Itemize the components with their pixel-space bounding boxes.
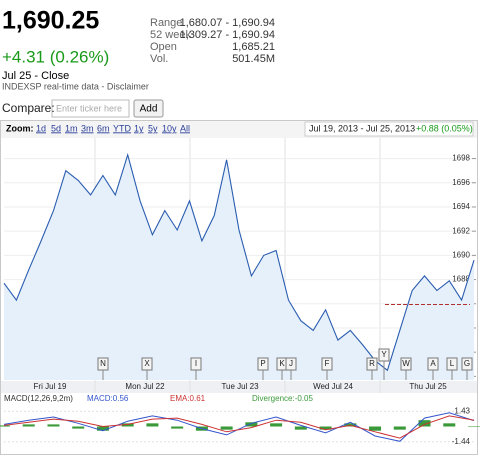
divergence-bar xyxy=(443,423,456,427)
flag-label[interactable]: W xyxy=(402,359,410,368)
y-tick-label: 1690 xyxy=(452,250,470,259)
stat-label: 52 week xyxy=(150,29,191,41)
zoom-option[interactable]: 10y xyxy=(162,123,177,133)
news-flag[interactable] xyxy=(461,357,473,371)
stat-label: Range xyxy=(150,17,182,29)
flag-label[interactable]: X xyxy=(144,359,150,368)
range-box xyxy=(304,121,474,137)
flag-label[interactable]: J xyxy=(289,359,293,368)
stat-label: Vol. xyxy=(150,53,168,65)
flag-label[interactable]: Y xyxy=(381,350,387,359)
stat-value: 1,685.21 xyxy=(232,41,275,53)
macd-legend: MACD:0.56 xyxy=(87,394,129,403)
news-flag[interactable] xyxy=(321,357,333,371)
macd-tick-label: 1.43 xyxy=(454,407,470,416)
zoom-option[interactable]: YTD xyxy=(113,123,132,133)
ticker-input[interactable] xyxy=(51,99,130,118)
y-tick-label: 1696 xyxy=(452,178,470,187)
zoom-option[interactable]: 1y xyxy=(134,123,144,133)
flag-label[interactable]: P xyxy=(260,359,265,368)
divergence-bar xyxy=(393,426,406,430)
ema-legend: EMA:0.61 xyxy=(170,394,206,403)
divergence-bar xyxy=(121,423,134,427)
news-flag[interactable] xyxy=(400,357,412,371)
divergence-bar xyxy=(270,423,283,427)
close-date: Jul 25 - Close xyxy=(2,70,69,82)
flag-label[interactable]: F xyxy=(325,359,330,368)
zoom-option[interactable]: 3m xyxy=(81,123,94,133)
stat-value: 1,309.27 - 1,690.94 xyxy=(180,29,275,41)
add-button[interactable] xyxy=(133,99,164,118)
y-tick-label: 1688 xyxy=(452,275,470,284)
ticker-placeholder: Enter ticker here xyxy=(56,103,122,113)
y-tick-label: 1698 xyxy=(452,154,470,163)
divergence-bar xyxy=(96,426,109,431)
zoom-option[interactable]: 5d xyxy=(51,123,61,133)
divergence-bar xyxy=(319,426,332,430)
news-flag[interactable] xyxy=(97,357,109,371)
price-change: +4.31 (0.26%) xyxy=(2,47,109,66)
macd-indicator: MACD(12,26,9,2m) xyxy=(4,394,73,403)
divergence-bar xyxy=(0,425,10,427)
news-flag[interactable] xyxy=(446,357,458,371)
divergence-bar xyxy=(47,424,60,427)
flag-label[interactable]: K xyxy=(279,359,285,368)
flag-label[interactable]: N xyxy=(100,359,106,368)
x-day-label: Fri Jul 19 xyxy=(34,382,67,391)
price: 1,690.25 xyxy=(2,7,99,35)
x-day-label: Mon Jul 22 xyxy=(125,382,165,391)
divergence-bar xyxy=(294,426,307,430)
news-flag[interactable] xyxy=(285,357,297,371)
day-axis-bg xyxy=(1,381,477,393)
divergence-bar xyxy=(418,420,431,427)
divergence-bar xyxy=(468,426,480,428)
flag-label[interactable]: R xyxy=(369,359,375,368)
stat-value: 1,680.07 - 1,690.94 xyxy=(180,17,275,29)
divergence-bar xyxy=(369,426,382,431)
zoom-option[interactable]: 5y xyxy=(148,123,158,133)
price-line xyxy=(3,152,475,372)
flag-label[interactable]: G xyxy=(464,359,470,368)
news-flag[interactable] xyxy=(378,348,390,362)
news-flag[interactable] xyxy=(190,357,202,371)
x-day-label: Tue Jul 23 xyxy=(221,382,259,391)
divergence-bar xyxy=(245,422,258,427)
add-label: Add xyxy=(140,104,158,115)
divergence-bar xyxy=(146,423,159,427)
range-change: +0.88 (0.05%) xyxy=(416,123,473,133)
compare-label: Compare: xyxy=(2,101,55,115)
divergence-bar xyxy=(22,424,35,427)
zoom-option[interactable]: 6m xyxy=(97,123,110,133)
news-flag[interactable] xyxy=(141,357,153,371)
x-day-label: Wed Jul 24 xyxy=(313,382,353,391)
divergence-bar xyxy=(171,426,184,429)
divergence-bar xyxy=(220,426,233,430)
flag-label[interactable]: A xyxy=(430,359,436,368)
stat-label: Open xyxy=(150,41,177,53)
y-tick-label: 1692 xyxy=(452,226,470,235)
macd-tick-label: -1.44 xyxy=(452,437,471,446)
zoom-label: Zoom: xyxy=(6,123,34,133)
macd-series-line xyxy=(3,415,475,439)
x-day-label: Thu Jul 25 xyxy=(409,382,447,391)
date-range: Jul 19, 2013 - Jul 25, 2013 xyxy=(309,123,415,133)
news-flag[interactable] xyxy=(366,357,378,371)
zoom-option[interactable]: 1d xyxy=(36,123,46,133)
news-flag[interactable] xyxy=(427,357,439,371)
flag-label[interactable]: L xyxy=(450,359,455,368)
flag-label[interactable]: I xyxy=(195,359,197,368)
zoom-option[interactable]: All xyxy=(180,123,190,133)
stat-value: 501.45M xyxy=(232,53,275,65)
divergence-legend: Divergence:-0.05 xyxy=(252,394,313,403)
y-tick-label: 1694 xyxy=(452,202,470,211)
divergence-bar xyxy=(72,426,85,429)
zoom-option[interactable]: 1m xyxy=(65,123,78,133)
price-area xyxy=(4,154,474,380)
macd-series-line xyxy=(3,412,475,442)
news-flag[interactable] xyxy=(257,357,269,371)
data-source: INDEXSP real-time data - Disclaimer xyxy=(2,81,149,91)
